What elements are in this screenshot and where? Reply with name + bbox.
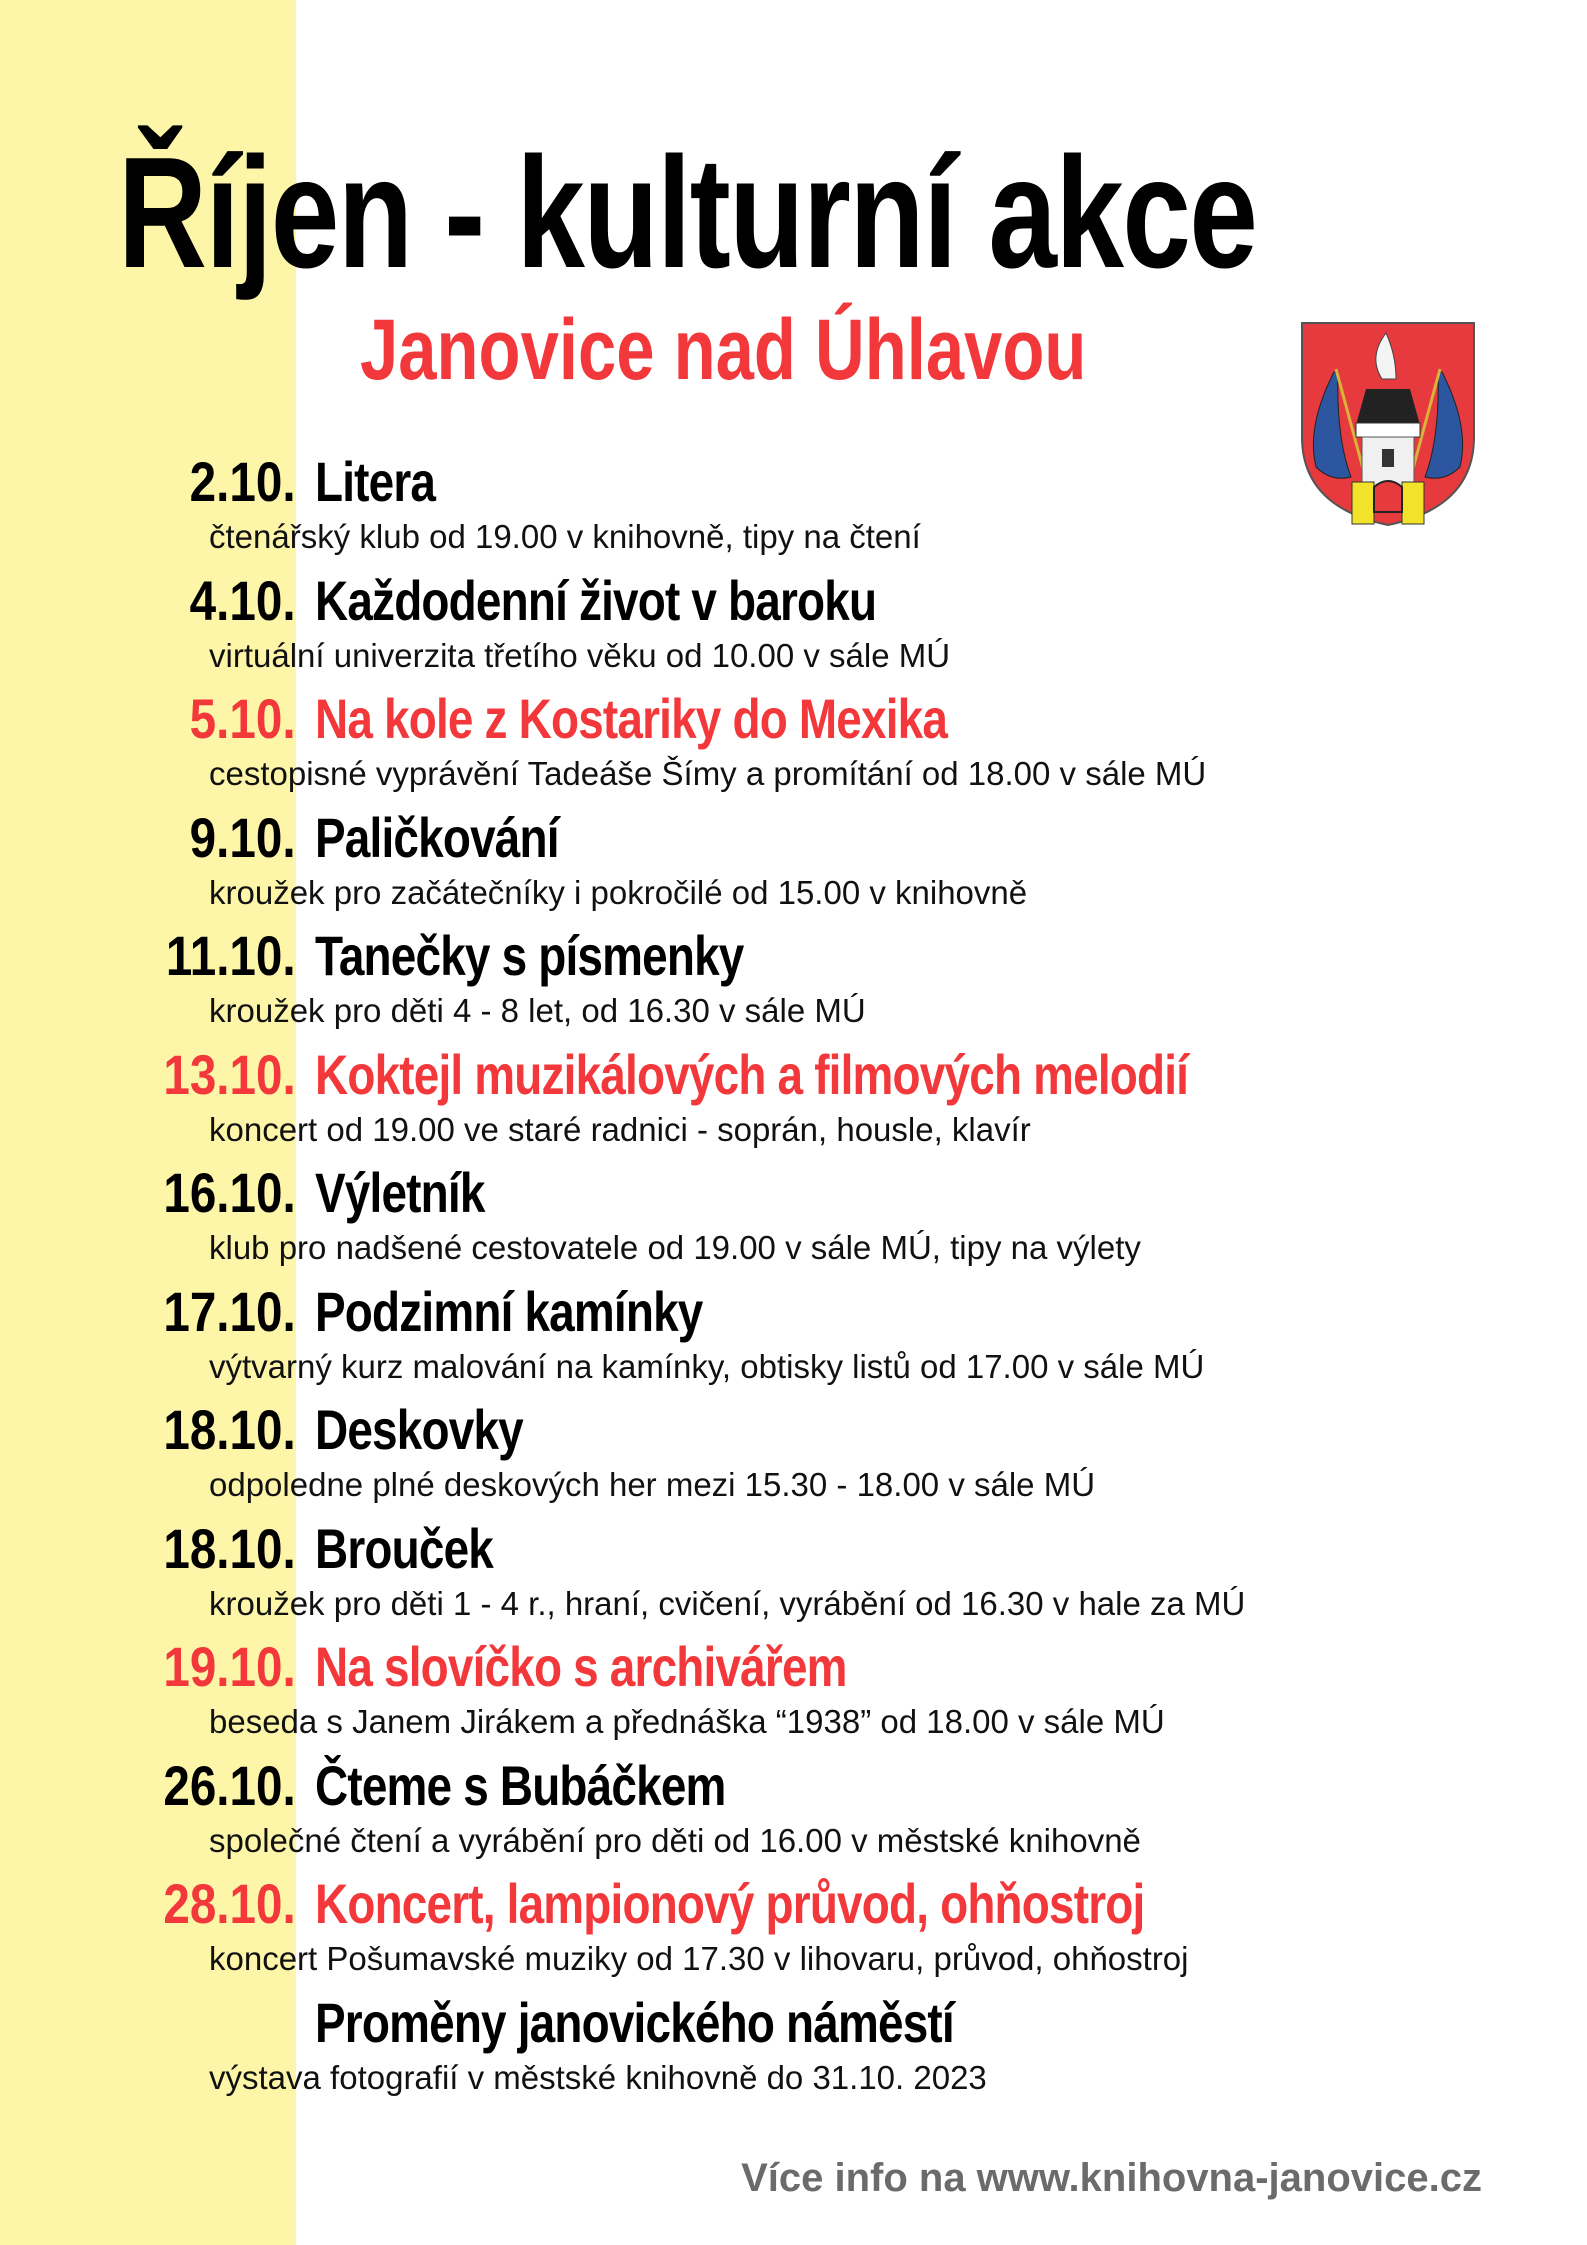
event-title: Brouček <box>315 1516 494 1580</box>
event-title: Tanečky s písmenky <box>315 924 744 987</box>
event-item: 26.10. Čteme s Bubáčkem společné čtení a v… <box>0 1750 1587 1869</box>
event-date: 18.10. <box>163 1516 296 1580</box>
event-item: Proměny janovického náměstí výstava fotog… <box>0 1987 1587 2106</box>
event-date: 13.10. <box>163 1042 296 1106</box>
coat-of-arms-icon <box>1301 322 1475 527</box>
event-title: Na slovíčko s archivářem <box>315 1635 848 1698</box>
event-item: 16.10. Výletník klub pro nadšené cestovate… <box>0 1157 1587 1276</box>
poster-subtitle: Janovice nad Úhlavou <box>360 302 1087 398</box>
event-item: 4.10. Každodenní život v baroku virtuální … <box>0 565 1587 684</box>
event-description: koncert od 19.00 ve staré radnici - sopr… <box>209 1110 1031 1148</box>
event-date: 5.10. <box>190 687 296 750</box>
poster-title: Říjen - kulturní akce <box>118 125 1258 301</box>
event-item: 2.10. Litera čtenářský klub od 19.00 v kni… <box>0 446 1587 565</box>
event-description: beseda s Janem Jirákem a přednáška “1938… <box>209 1703 1165 1740</box>
event-title: Deskovky <box>315 1398 524 1461</box>
event-date: 17.10. <box>163 1279 296 1343</box>
event-title: Koktejl muzikálových a filmových melodií <box>315 1042 1189 1106</box>
event-item: 18.10. Deskovky odpoledne plné deskových h… <box>0 1394 1587 1513</box>
event-date: 2.10. <box>190 450 296 513</box>
event-description: kroužek pro začátečníky i pokročilé od 1… <box>209 873 1028 911</box>
event-item: 11.10. Tanečky s písmenky kroužek pro děti… <box>0 920 1587 1039</box>
event-title: Každodenní život v baroku <box>315 568 877 632</box>
event-description: výstava fotografií v městské knihovně do… <box>209 2058 987 2096</box>
event-description: výtvarný kurz malování na kamínky, obtis… <box>209 1347 1205 1385</box>
event-item: 18.10. Brouček kroužek pro děti 1 - 4 r., … <box>0 1513 1587 1632</box>
event-title: Podzimní kamínky <box>315 1279 703 1343</box>
event-item: 5.10. Na kole z Kostariky do Mexika cestop… <box>0 683 1587 802</box>
event-description: koncert Pošumavské muziky od 17.30 v lih… <box>209 1940 1189 1977</box>
event-description: odpoledne plné deskových her mezi 15.30 … <box>209 1466 1096 1503</box>
event-title: Koncert, lampionový průvod, ohňostroj <box>315 1872 1145 1935</box>
event-title: Litera <box>315 450 436 513</box>
event-title: Výletník <box>315 1161 485 1224</box>
event-description: kroužek pro děti 4 - 8 let, od 16.30 v s… <box>209 992 866 1029</box>
event-title: Na kole z Kostariky do Mexika <box>315 687 948 750</box>
event-title: Čteme s Bubáčkem <box>315 1753 726 1817</box>
event-date: 18.10. <box>163 1398 296 1461</box>
event-list: 2.10. Litera čtenářský klub od 19.00 v kni… <box>0 446 1587 2105</box>
event-date: 11.10. <box>166 924 296 987</box>
event-item: 13.10. Koktejl muzikálových a filmových m… <box>0 1039 1587 1158</box>
yellow-side-strip <box>0 0 296 2245</box>
event-title: Paličkování <box>315 805 560 869</box>
event-date: 4.10. <box>190 568 296 632</box>
event-date: 26.10. <box>163 1753 296 1817</box>
event-date: 28.10. <box>163 1872 296 1935</box>
event-description: klub pro nadšené cestovatele od 19.00 v … <box>209 1229 1141 1266</box>
event-description: virtuální univerzita třetího věku od 10.… <box>209 636 951 674</box>
event-item: 9.10. Paličkování kroužek pro začátečníky … <box>0 802 1587 921</box>
event-date: 19.10. <box>163 1635 296 1698</box>
more-info-link[interactable]: Více info na www.knihovna-janovice.cz <box>741 2156 1482 2200</box>
event-description: společné čtení a vyrábění pro děti od 16… <box>209 1821 1141 1859</box>
event-item: 17.10. Podzimní kamínky výtvarný kurz malo… <box>0 1276 1587 1395</box>
event-item: 28.10. Koncert, lampionový průvod, ohňost… <box>0 1868 1587 1987</box>
event-description: cestopisné vyprávění Tadeáše Šímy a prom… <box>209 755 1207 792</box>
event-title: Proměny janovického náměstí <box>315 1990 955 2054</box>
event-description: kroužek pro děti 1 - 4 r., hraní, cvičen… <box>209 1584 1246 1622</box>
event-description: čtenářský klub od 19.00 v knihovně, tipy… <box>209 518 921 555</box>
event-date: 16.10. <box>163 1161 296 1224</box>
event-item: 19.10. Na slovíčko s archivářem beseda s J… <box>0 1631 1587 1750</box>
event-date: 9.10. <box>190 805 296 869</box>
